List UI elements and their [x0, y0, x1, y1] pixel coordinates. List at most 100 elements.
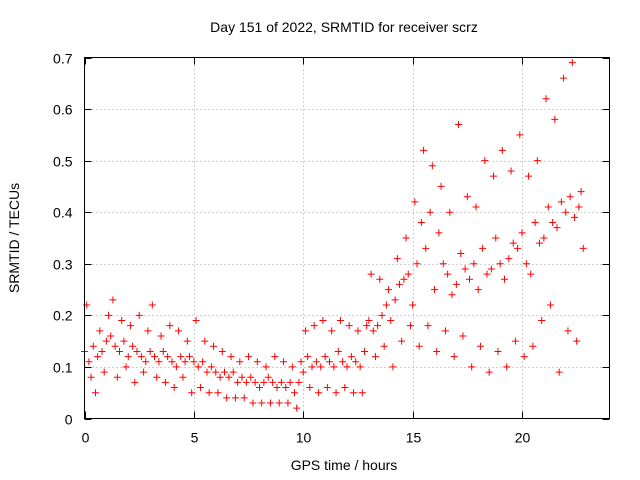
- data-point: [120, 337, 128, 345]
- data-point: [297, 358, 305, 366]
- data-point: [170, 384, 178, 392]
- data-point: [133, 347, 141, 355]
- data-point: [144, 327, 152, 335]
- data-point: [428, 162, 436, 170]
- data-point: [146, 347, 154, 355]
- data-point: [317, 363, 325, 371]
- data-point: [398, 337, 406, 345]
- axis-ticks: [84, 57, 610, 420]
- data-point: [533, 157, 541, 165]
- data-point: [455, 121, 463, 129]
- data-point: [343, 363, 351, 371]
- data-point: [435, 229, 443, 237]
- data-point: [116, 347, 123, 355]
- data-point: [166, 322, 174, 330]
- data-point: [284, 399, 292, 407]
- data-point: [266, 399, 274, 407]
- data-point: [562, 208, 570, 216]
- data-point: [336, 317, 344, 325]
- data-point: [260, 378, 268, 386]
- data-point: [374, 322, 382, 330]
- data-point: [218, 347, 226, 355]
- data-point: [371, 353, 379, 361]
- data-point: [100, 368, 108, 376]
- y-tick-label: 0.5: [53, 154, 73, 170]
- data-point: [365, 317, 373, 325]
- data-point: [555, 368, 563, 376]
- data-point: [463, 193, 471, 201]
- data-point: [544, 203, 552, 211]
- data-point: [159, 347, 167, 355]
- data-point: [225, 373, 233, 381]
- data-point: [282, 384, 290, 392]
- data-point: [369, 327, 377, 335]
- data-point: [210, 342, 218, 350]
- data-point: [439, 260, 447, 268]
- data-point: [295, 378, 303, 386]
- data-point: [501, 275, 508, 283]
- data-point: [356, 363, 364, 371]
- data-point: [546, 301, 554, 309]
- data-point: [387, 317, 395, 325]
- data-point: [157, 332, 165, 340]
- data-point: [293, 404, 301, 412]
- data-point: [153, 373, 161, 381]
- data-point: [551, 115, 559, 123]
- grid: [84, 57, 610, 419]
- y-tick-label: 0.1: [53, 360, 73, 376]
- data-point: [330, 363, 338, 371]
- data-point: [376, 275, 384, 283]
- data-point: [564, 327, 572, 335]
- data-point: [483, 270, 491, 278]
- data-point: [354, 327, 362, 335]
- data-point: [87, 373, 95, 381]
- data-point: [422, 244, 430, 252]
- data-point: [413, 260, 421, 268]
- data-point: [411, 198, 419, 206]
- data-point: [315, 389, 323, 397]
- data-point: [402, 234, 410, 242]
- data-point: [560, 74, 568, 82]
- data-point: [549, 219, 557, 227]
- data-point: [201, 337, 209, 345]
- data-point: [310, 322, 318, 330]
- data-point: [262, 363, 270, 371]
- data-point: [192, 317, 200, 325]
- data-point: [577, 188, 585, 196]
- data-point: [487, 265, 495, 273]
- data-point: [205, 389, 213, 397]
- y-tick-label: 0.6: [53, 102, 73, 118]
- data-point: [470, 260, 478, 268]
- data-point: [503, 363, 511, 371]
- data-point: [319, 317, 327, 325]
- data-point: [137, 353, 145, 361]
- data-point: [89, 342, 97, 350]
- data-point: [207, 363, 215, 371]
- data-point: [111, 342, 119, 350]
- data-point: [188, 389, 196, 397]
- data-point: [177, 353, 185, 361]
- data-point: [361, 347, 368, 355]
- data-point: [199, 358, 207, 366]
- data-point: [129, 342, 137, 350]
- data-point: [505, 255, 513, 263]
- data-point: [249, 399, 257, 407]
- data-point: [212, 368, 220, 376]
- data-point: [273, 384, 281, 392]
- data-point: [444, 270, 452, 278]
- data-point: [496, 260, 504, 268]
- data-point: [234, 378, 242, 386]
- data-point: [352, 358, 360, 366]
- data-point: [223, 394, 231, 402]
- data-point: [490, 172, 498, 180]
- y-tick-label: 0: [65, 412, 73, 428]
- data-point: [94, 353, 102, 361]
- data-point: [299, 368, 307, 376]
- data-point: [516, 131, 524, 139]
- data-point: [538, 317, 546, 325]
- data-point: [466, 275, 473, 283]
- data-point: [291, 389, 298, 397]
- data-point: [385, 286, 393, 294]
- data-point: [326, 358, 333, 366]
